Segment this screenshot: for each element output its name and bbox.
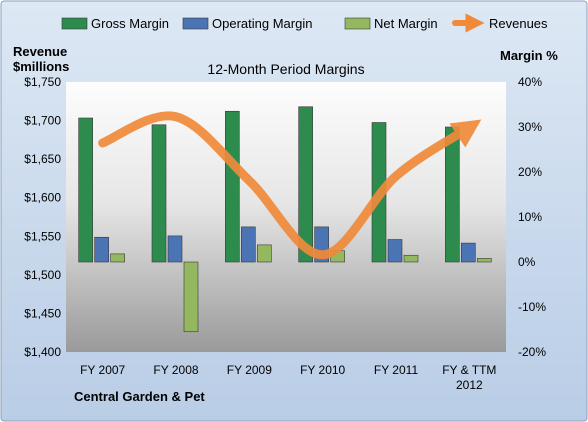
bar-operating-margin <box>94 236 109 263</box>
bar-gross-margin <box>78 117 93 263</box>
bar-gross-margin <box>151 124 167 263</box>
x-tick-label-line2: 2012 <box>456 378 483 392</box>
legend-label: Revenues <box>489 16 548 31</box>
left-tick-label: $1,400 <box>24 345 61 359</box>
x-tick-label: FY 2009 <box>227 363 272 377</box>
right-tick-label: -10% <box>518 300 546 314</box>
revenue-line <box>98 111 482 260</box>
bar-net-margin <box>110 253 125 263</box>
bars <box>78 106 492 333</box>
x-tick-label: FY & TTM <box>442 363 496 377</box>
x-axis-ticks: FY 2007 FY 2008 FY 2009 FY 2010 FY 2011 FY & … <box>80 363 496 392</box>
legend: Gross Margin Operating Margin Net Margin Re… <box>61 13 548 33</box>
left-axis-ticks: $1,400 $1,450 $1,500 $1,550 $1,600 $1,650 $1,7… <box>24 75 61 359</box>
legend-swatch <box>344 17 371 30</box>
legend-label: Gross Margin <box>91 16 169 31</box>
right-tick-label: 20% <box>518 165 542 179</box>
left-tick-label: $1,750 <box>24 75 61 89</box>
x-tick-label: FY 2011 <box>374 363 419 377</box>
revenue-series <box>98 111 482 260</box>
left-tick-label: $1,500 <box>24 268 61 282</box>
company-name: Central Garden & Pet <box>74 389 205 404</box>
bar-gross-margin <box>225 110 240 263</box>
legend-label: Operating Margin <box>212 16 312 31</box>
right-tick-label: 40% <box>518 75 542 89</box>
x-tick-label: FY 2007 <box>80 363 125 377</box>
bar-operating-margin <box>387 239 403 263</box>
bar-net-margin <box>403 254 419 263</box>
right-axis-ticks: -20% -10% 0% 10% 20% 30% 40% <box>518 75 546 359</box>
right-tick-label: 30% <box>518 120 542 134</box>
bar-net-margin <box>257 244 272 263</box>
bar-net-margin <box>183 261 199 333</box>
left-axis-label-line2: $millions <box>13 59 69 74</box>
right-tick-label: 10% <box>518 210 542 224</box>
left-tick-label: $1,550 <box>24 229 61 243</box>
legend-swatch <box>61 17 88 30</box>
right-axis-label: Margin % <box>500 48 558 63</box>
left-tick-label: $1,650 <box>24 152 61 166</box>
x-tick-label: FY 2008 <box>153 363 198 377</box>
bar-gross-margin <box>445 126 460 263</box>
legend-swatch <box>182 17 209 30</box>
legend-label: Net Margin <box>374 16 438 31</box>
x-tick-label: FY 2010 <box>300 363 345 377</box>
left-tick-label: $1,700 <box>24 114 61 128</box>
bar-operating-margin <box>461 242 476 263</box>
bar-operating-margin <box>167 235 183 263</box>
left-tick-label: $1,600 <box>24 191 61 205</box>
left-axis-label-line1: Revenue <box>13 44 67 59</box>
chart-title: 12-Month Period Margins <box>207 61 364 77</box>
bar-operating-margin <box>241 226 256 263</box>
bar-net-margin <box>477 258 492 263</box>
right-tick-label: 0% <box>518 255 536 269</box>
left-tick-label: $1,450 <box>24 306 61 320</box>
bar-gross-margin <box>298 106 313 263</box>
right-tick-label: -20% <box>518 345 546 359</box>
